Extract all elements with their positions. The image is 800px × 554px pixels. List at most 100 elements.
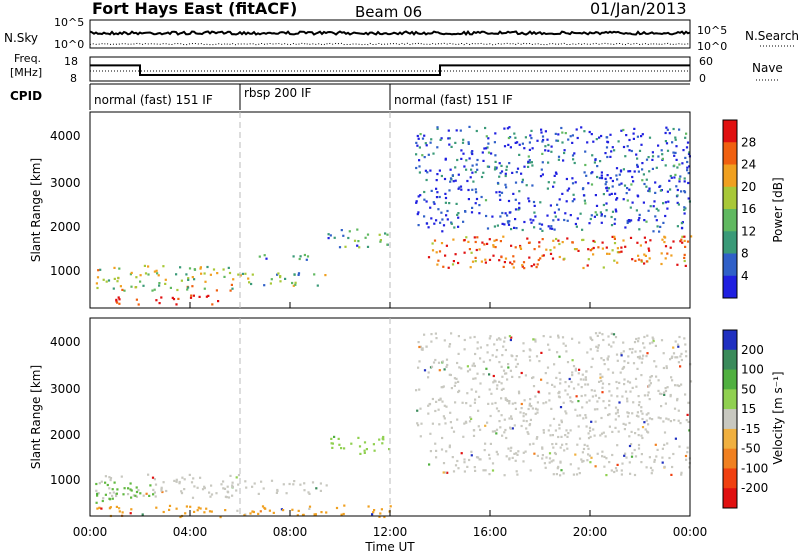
power-cell bbox=[664, 201, 667, 204]
power-cell bbox=[366, 245, 370, 248]
power-cell bbox=[439, 221, 442, 224]
power-cell bbox=[431, 249, 435, 252]
velocity-cell bbox=[687, 401, 690, 404]
velocity-cell bbox=[113, 481, 116, 484]
velocity-cell bbox=[585, 425, 588, 428]
power-cell bbox=[507, 221, 510, 224]
velocity-cell bbox=[601, 382, 605, 385]
velocity-cell bbox=[629, 390, 632, 393]
velocity-cell bbox=[518, 376, 521, 379]
velocity-cell bbox=[101, 499, 104, 503]
velocity-cell bbox=[449, 411, 452, 414]
power-cell bbox=[556, 139, 560, 142]
velocity-cell bbox=[299, 483, 302, 486]
power-cell bbox=[592, 253, 595, 256]
velocity-cell bbox=[154, 495, 157, 498]
power-cell bbox=[495, 191, 498, 194]
power-cell bbox=[565, 177, 568, 181]
power-cell bbox=[533, 248, 536, 251]
power-cell bbox=[459, 185, 463, 188]
power-cell bbox=[673, 176, 676, 179]
velocity-cell bbox=[523, 399, 526, 402]
velocity-cell bbox=[633, 341, 637, 344]
velocity-cell bbox=[560, 469, 563, 472]
velocity-cell bbox=[617, 430, 620, 433]
velocity-cell bbox=[443, 417, 446, 420]
power-cell bbox=[615, 167, 619, 170]
velocity-cell bbox=[237, 474, 241, 477]
power-cell bbox=[536, 263, 539, 266]
power-cell bbox=[130, 271, 133, 274]
velocity-cell bbox=[671, 379, 674, 382]
velocity-cell bbox=[583, 443, 586, 446]
velocity-cell bbox=[458, 389, 461, 392]
power-cell bbox=[600, 213, 603, 216]
velocity-cell bbox=[607, 335, 610, 338]
velocity-cell bbox=[468, 420, 472, 423]
power-cell bbox=[683, 180, 686, 183]
velocity-cell bbox=[363, 449, 366, 452]
velocity-cell bbox=[259, 510, 262, 513]
power-cell bbox=[512, 255, 515, 258]
velocity-cell bbox=[457, 335, 460, 338]
power-cell bbox=[293, 273, 296, 276]
velocity-cell bbox=[638, 401, 641, 404]
velocity-cell bbox=[462, 435, 465, 438]
power-cell bbox=[648, 187, 651, 190]
power-cell bbox=[560, 126, 563, 130]
power-cell bbox=[687, 181, 690, 185]
velocity-cell bbox=[657, 379, 660, 382]
velocity-cell bbox=[548, 392, 551, 395]
power-cell bbox=[457, 212, 460, 215]
power-cell bbox=[485, 214, 488, 218]
power-cell bbox=[558, 242, 561, 246]
velocity-cell bbox=[450, 426, 453, 429]
velocity-cell bbox=[579, 378, 582, 381]
velocity-cell bbox=[641, 426, 645, 429]
power-cell bbox=[416, 134, 419, 138]
power-cell bbox=[656, 225, 659, 228]
velocity-cell bbox=[599, 434, 602, 437]
velocity-cell bbox=[589, 337, 593, 340]
power-cell bbox=[487, 142, 490, 145]
power-cell bbox=[557, 218, 560, 221]
power-cell bbox=[486, 227, 490, 230]
power-cell bbox=[662, 202, 665, 205]
power-cell bbox=[638, 149, 642, 152]
power-cell bbox=[513, 226, 516, 229]
velocity-cell bbox=[489, 335, 492, 338]
velocity-cell bbox=[572, 387, 576, 390]
velocity-cell bbox=[448, 446, 451, 449]
velocity-cell bbox=[623, 360, 626, 363]
power-colorbar-tick: 16 bbox=[741, 202, 756, 216]
power-cell bbox=[629, 236, 633, 239]
velocity-cell bbox=[569, 396, 572, 399]
power-cell bbox=[653, 200, 656, 203]
velocity-cell bbox=[456, 418, 459, 421]
velocity-cell bbox=[561, 443, 564, 446]
velocity-cell bbox=[95, 501, 98, 504]
velocity-cell bbox=[532, 385, 536, 388]
velocity-cell bbox=[663, 391, 666, 394]
power-cell bbox=[467, 188, 470, 192]
velocity-cell bbox=[688, 429, 691, 432]
nave-tick-bottom: 0 bbox=[699, 72, 706, 85]
power-cell bbox=[676, 166, 679, 169]
power-cell bbox=[419, 194, 422, 197]
velocity-cell bbox=[151, 476, 155, 479]
velocity-cell bbox=[614, 412, 618, 415]
power-cell bbox=[532, 200, 536, 204]
velocity-cell bbox=[559, 446, 562, 449]
power-cell bbox=[652, 230, 655, 233]
power-cell bbox=[486, 242, 489, 245]
velocity-cell bbox=[520, 402, 523, 406]
power-cell bbox=[496, 224, 499, 227]
velocity-cell bbox=[646, 352, 649, 355]
velocity-cell bbox=[452, 430, 456, 433]
power-cell bbox=[446, 209, 449, 213]
velocity-cell bbox=[536, 401, 539, 404]
power-cell bbox=[620, 246, 623, 249]
velocity-cell bbox=[161, 490, 164, 494]
power-cell bbox=[431, 242, 434, 245]
